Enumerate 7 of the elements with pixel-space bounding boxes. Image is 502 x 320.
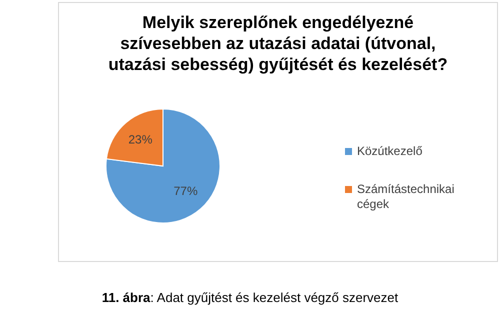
pie-slice — [106, 108, 220, 224]
data-label: 23% — [128, 132, 153, 147]
text: 11. ábra: Adat gyűjtést és kezelést végző szervezet — [102, 290, 399, 305]
data-label: 77% — [174, 184, 198, 198]
chart-title: Melyik szereplőnek engedélyezné szívesebben az utazási adatai (útvonal, utazási sebesség) gyűjtését és kezelését? — [108, 13, 448, 74]
legend-label: Közútkezelő — [357, 144, 423, 158]
legend-label: Számítástechnikai cégek — [357, 182, 454, 212]
